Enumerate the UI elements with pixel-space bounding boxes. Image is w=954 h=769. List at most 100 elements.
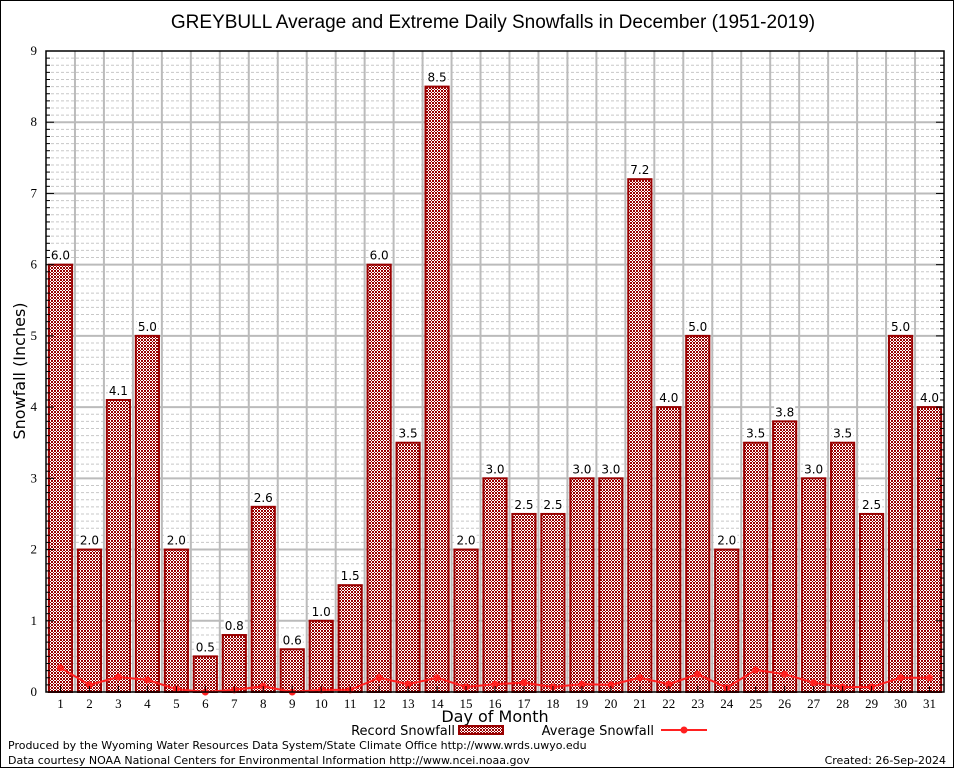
x-tick-label-12: 12: [373, 696, 386, 711]
bar-day-15: [453, 548, 479, 693]
bar-label-background: [339, 569, 361, 584]
bar-label-background: [397, 426, 419, 441]
bar-label-background: [252, 490, 274, 505]
bar-label-day-7: 0.8: [225, 619, 244, 633]
bar-label-day-6: 0.5: [196, 640, 215, 654]
bar-day-8: [250, 505, 276, 694]
bar-label-day-5: 2.0: [167, 534, 186, 548]
average-point-day-31: [926, 674, 934, 682]
average-point-day-27: [810, 679, 818, 687]
y-tick-label-3: 3: [31, 470, 38, 485]
legend-swatch-record: [458, 725, 504, 735]
bar-day-21: [627, 178, 653, 693]
bar-day-22: [656, 406, 682, 693]
bar-day-28: [830, 441, 856, 693]
x-tick-label-28: 28: [836, 696, 849, 711]
x-tick-label-31: 31: [923, 696, 936, 711]
bar-label-day-8: 2.6: [254, 491, 273, 505]
footer-source: Data courtesy NOAA National Centers for …: [8, 754, 530, 767]
bar-label-day-23: 5.0: [688, 320, 707, 334]
x-tick-label-17: 17: [517, 696, 531, 711]
average-point-day-17: [520, 679, 528, 687]
bar-label-background: [194, 640, 216, 655]
x-tick-label-16: 16: [489, 696, 503, 711]
bar-label-day-28: 3.5: [833, 427, 852, 441]
bar-label-day-19: 3.0: [572, 462, 591, 476]
bar-day-10: [308, 619, 334, 693]
bar-label-day-13: 3.5: [399, 427, 418, 441]
x-tick-label-4: 4: [144, 696, 151, 711]
bar-day-20: [598, 477, 624, 694]
x-tick-label-24: 24: [720, 696, 734, 711]
bar-label-background: [484, 462, 506, 477]
bar-day-9: [279, 648, 305, 693]
chart-title: GREYBULL Average and Extreme Daily Snowf…: [171, 12, 815, 33]
bar-label-background: [803, 462, 825, 477]
bar-label-day-15: 2.0: [456, 534, 475, 548]
y-axis-label: Snowfall (Inches): [10, 302, 29, 439]
x-tick-label-14: 14: [431, 696, 445, 711]
grid: [46, 51, 944, 692]
x-tick-label-10: 10: [315, 696, 328, 711]
bar-day-25: [743, 441, 769, 693]
x-tick-label-8: 8: [260, 696, 267, 711]
bar-label-day-20: 3.0: [601, 462, 620, 476]
bar-label-day-31: 4.0: [920, 391, 939, 405]
bar-label-background: [78, 533, 100, 548]
bar-label-day-24: 2.0: [717, 534, 736, 548]
bar-day-14: [424, 85, 450, 694]
bar-day-19: [569, 477, 595, 694]
bar-label-day-4: 5.0: [138, 320, 157, 334]
bar-day-30: [887, 334, 914, 693]
average-point-day-30: [897, 674, 905, 682]
average-point-day-1: [56, 664, 64, 672]
bar-label-background: [310, 604, 332, 619]
bar-label-background: [513, 497, 535, 512]
x-tick-label-22: 22: [662, 696, 675, 711]
bar-day-7: [221, 634, 247, 693]
x-tick-label-15: 15: [460, 696, 473, 711]
bar-label-day-30: 5.0: [891, 320, 910, 334]
average-point-day-19: [578, 680, 586, 688]
x-tick-labels: 1 2 3 4 5 6 7 8 9 10 11 12 13 14 15 16 17 18 19 20 21 22 23 24 2…: [57, 696, 936, 711]
bar-label-background: [368, 248, 390, 263]
bar-label-background: [658, 391, 680, 406]
bar-label-day-12: 6.0: [370, 249, 389, 263]
bar-label-day-25: 3.5: [746, 427, 765, 441]
average-point-day-14: [433, 674, 441, 682]
footer-created: Created: 26-Sep-2024: [825, 754, 946, 767]
y-tick-label-1: 1: [31, 613, 38, 628]
bar-label-background: [600, 462, 622, 477]
bar-day-13: [395, 441, 421, 693]
average-point-day-25: [752, 666, 760, 674]
y-tick-labels: 0 1 2 3 4 5 6 7 8 9: [31, 43, 38, 699]
average-point-day-16: [491, 680, 499, 688]
x-tick-label-3: 3: [115, 696, 122, 711]
bar-day-5: [163, 548, 189, 693]
legend-swatch-average-marker: [680, 726, 688, 734]
bar-label-day-26: 3.8: [775, 405, 794, 419]
bar-day-4: [134, 334, 160, 693]
bar-label-background: [107, 383, 129, 398]
y-tick-label-2: 2: [31, 542, 38, 557]
bar-day-16: [482, 477, 508, 694]
x-tick-label-23: 23: [691, 696, 704, 711]
y-tick-label-0: 0: [31, 684, 38, 699]
x-tick-label-7: 7: [231, 696, 238, 711]
y-tick-label-6: 6: [31, 257, 38, 272]
x-tick-label-13: 13: [402, 696, 415, 711]
x-tick-label-20: 20: [604, 696, 617, 711]
x-axis-label: Day of Month: [441, 707, 548, 726]
bar-label-day-22: 4.0: [659, 391, 678, 405]
bar-label-background: [136, 319, 158, 334]
average-point-day-21: [636, 674, 644, 682]
bar-day-29: [858, 512, 885, 694]
bar-day-3: [105, 398, 132, 693]
bar-label-background: [832, 426, 854, 441]
legend: Record Snowfall Average Snowfall: [351, 724, 707, 739]
x-tick-label-6: 6: [202, 696, 209, 711]
y-tick-label-9: 9: [31, 43, 38, 58]
bar-label-background: [571, 462, 593, 477]
x-tick-label-5: 5: [173, 696, 180, 711]
